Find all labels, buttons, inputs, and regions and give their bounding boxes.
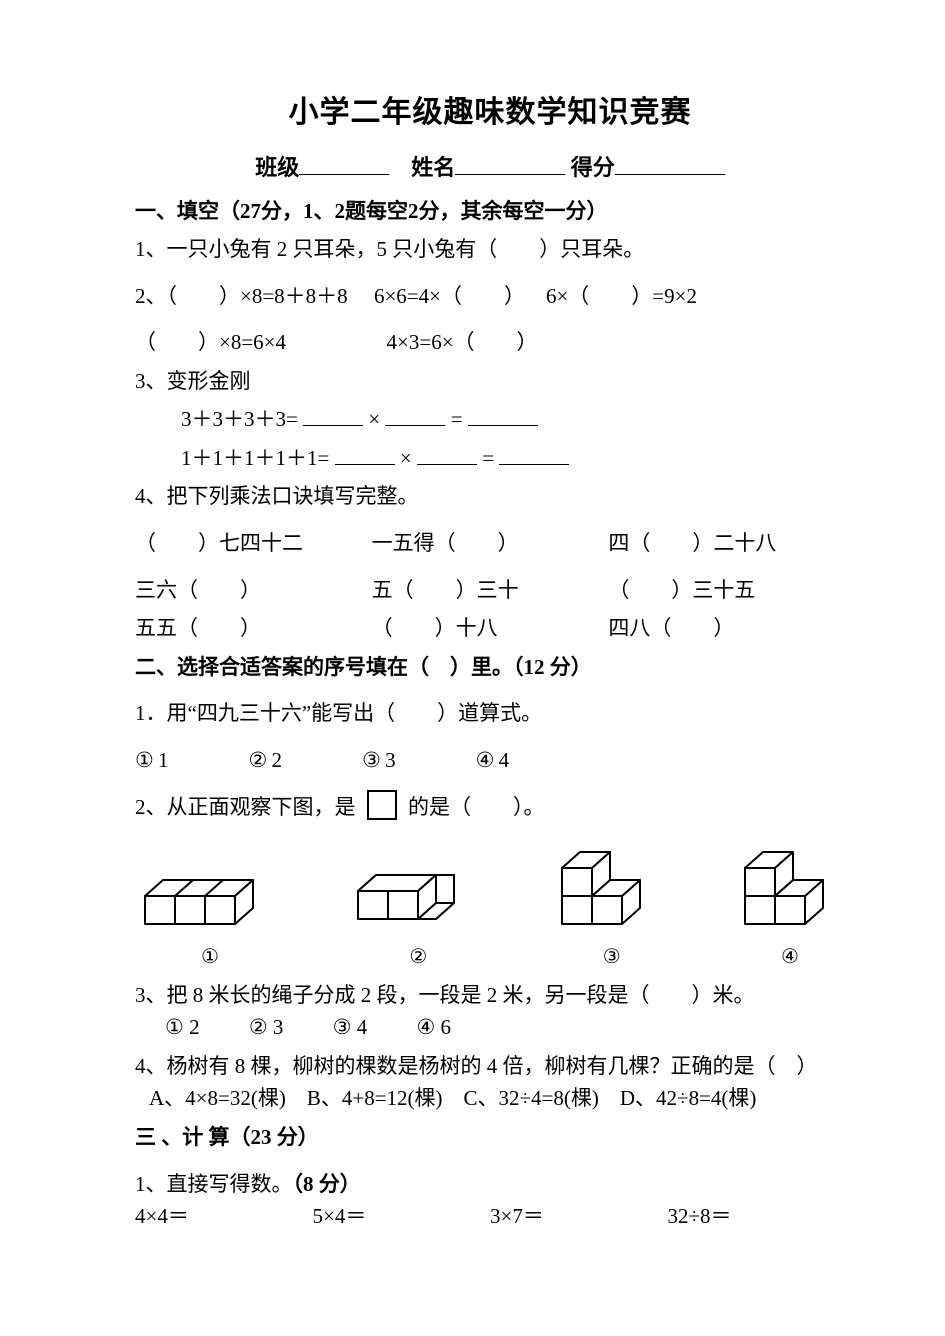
s3-q1h-text: 1、直接写得数。 xyxy=(135,1172,293,1196)
section-1-heading: 一、填空（27分，1、2题每空2分，其余每空一分） xyxy=(135,195,845,228)
blank[interactable] xyxy=(468,404,538,426)
opt-1[interactable]: ① 1 xyxy=(135,744,169,777)
opt-2[interactable]: ② 3 xyxy=(249,1015,284,1039)
opt-2[interactable]: ② 2 xyxy=(249,744,283,777)
s1-q4-heading: 4、把下列乘法口诀填写完整。 xyxy=(135,480,845,513)
s3-calc-row: 4×4＝ 5×4＝ 3×7＝ 32÷8＝ xyxy=(135,1200,845,1233)
cubes-3-icon xyxy=(552,846,672,936)
s1-q4r2c: （ ）三十五 xyxy=(608,574,845,607)
s1-q4r1c: 四（ ）二十八 xyxy=(608,527,845,560)
calc-2: 5×4＝ xyxy=(313,1200,491,1233)
calc-3: 3×7＝ xyxy=(490,1200,668,1233)
label-name: 姓名 xyxy=(411,155,455,180)
eq-sign: = xyxy=(482,446,494,470)
opt-3[interactable]: ③ 4 xyxy=(333,1015,368,1039)
blank[interactable] xyxy=(417,443,477,465)
s3-q1-heading: 1、直接写得数。（8 分） xyxy=(135,1168,845,1201)
s1-q2d: （ ）×8=6×4 xyxy=(135,330,286,354)
s1-q2e: 4×3=6×（ ） xyxy=(387,330,538,354)
cube-option-3[interactable]: ③ xyxy=(552,846,672,973)
cube-option-2[interactable]: ② xyxy=(348,861,488,973)
eq-sign: = xyxy=(451,407,463,431)
cubes-row: ① ② xyxy=(135,836,845,973)
s1-q4r3c: 四八（ ） xyxy=(608,612,845,645)
label-score: 得分 xyxy=(571,155,615,180)
cube-label-3: ③ xyxy=(603,946,621,968)
blank[interactable] xyxy=(385,404,445,426)
square-icon xyxy=(367,790,397,820)
s2-q3-options: ① 2 ② 3 ③ 4 ④ 6 xyxy=(135,1011,845,1044)
s1-q2-row1: 2、（ ）×8=8＋8＋8 6×6=4×（ ） 6×（ ）=9×2 xyxy=(135,280,845,313)
cube-label-1: ① xyxy=(201,946,219,968)
s3-q1h-pts: （8 分） xyxy=(293,1172,361,1196)
mult-sign: × xyxy=(400,446,412,470)
s1-q4r3b: （ ）十八 xyxy=(372,612,609,645)
blank-name[interactable] xyxy=(455,152,565,175)
cube-label-4: ④ xyxy=(781,946,799,968)
s1-q4r2b: 五（ ）三十 xyxy=(372,574,609,607)
s2-q2b: 的是（ ）。 xyxy=(408,795,545,819)
s1-q2-row2: （ ）×8=6×4 4×3=6×（ ） xyxy=(135,326,845,359)
worksheet-page: 小学二年级趣味数学知识竞赛 班级 姓名 得分 一、填空（27分，1、2题每空2分… xyxy=(0,0,945,1336)
cube-option-4[interactable]: ④ xyxy=(735,836,845,973)
calc-4: 32÷8＝ xyxy=(668,1200,846,1233)
s2-q4b: A、4×8=32(棵) B、4+8=12(棵) C、32÷4=8(棵) D、42… xyxy=(135,1082,845,1115)
s1-q3b: 1＋1＋1＋1＋1= × = xyxy=(135,442,845,475)
s1-q3a-left: 3＋3＋3＋3= xyxy=(181,407,298,431)
blank-class[interactable] xyxy=(299,152,389,175)
s1-q4-row3: 五五（ ） （ ）十八 四八（ ） xyxy=(135,612,845,645)
label-class: 班级 xyxy=(255,155,299,180)
header-line: 班级 姓名 得分 xyxy=(135,151,845,185)
opt-1[interactable]: ① 2 xyxy=(165,1015,200,1039)
s1-q4r2a: 三六（ ） xyxy=(135,574,372,607)
s2-q3: 3、把 8 米长的绳子分成 2 段，一段是 2 米，另一段是（ ）米。 xyxy=(135,979,845,1012)
blank-score[interactable] xyxy=(615,152,725,175)
s1-q4-row1: （ ）七四十二 一五得（ ） 四（ ）二十八 xyxy=(135,527,845,560)
page-title: 小学二年级趣味数学知识竞赛 xyxy=(135,90,845,137)
s2-q1: 1．用“四九三十六”能写出（ ）道算式。 xyxy=(135,697,845,730)
calc-1: 4×4＝ xyxy=(135,1200,313,1233)
blank[interactable] xyxy=(499,443,569,465)
s1-q4r3a: 五五（ ） xyxy=(135,612,372,645)
cubes-4-icon xyxy=(735,836,845,936)
s1-q4-row2: 三六（ ） 五（ ）三十 （ ）三十五 xyxy=(135,574,845,607)
cube-option-1[interactable]: ① xyxy=(135,866,285,973)
blank[interactable] xyxy=(335,443,395,465)
s1-q2a: 2、（ ）×8=8＋8＋8 xyxy=(135,284,348,308)
s1-q2b: 6×6=4×（ ） xyxy=(374,284,525,308)
s1-q4r1b: 一五得（ ） xyxy=(372,527,609,560)
s2-q2: 2、从正面观察下图，是 的是（ ）。 xyxy=(135,790,845,824)
blank[interactable] xyxy=(303,404,363,426)
s1-q3a: 3＋3＋3＋3= × = xyxy=(135,403,845,436)
s1-q3b-left: 1＋1＋1＋1＋1= xyxy=(181,446,329,470)
s2-q4a: 4、杨树有 8 棵，柳树的棵数是杨树的 4 倍，柳树有几棵？正确的是（ ） xyxy=(135,1050,845,1083)
mult-sign: × xyxy=(368,407,380,431)
section-3-heading: 三 、计 算（23 分） xyxy=(135,1121,845,1154)
cubes-2-icon xyxy=(348,861,488,936)
opt-3[interactable]: ③ 3 xyxy=(362,744,396,777)
opt-4[interactable]: ④ 4 xyxy=(476,744,510,777)
s1-q4r1a: （ ）七四十二 xyxy=(135,527,372,560)
s1-q3-heading: 3、变形金刚 xyxy=(135,365,845,398)
s1-q2c: 6×（ ）=9×2 xyxy=(546,284,697,308)
cubes-1-icon xyxy=(135,866,285,936)
cube-label-2: ② xyxy=(409,946,427,968)
opt-4[interactable]: ④ 6 xyxy=(416,1015,451,1039)
s2-q1-options: ① 1 ② 2 ③ 3 ④ 4 xyxy=(135,744,845,777)
s2-q2a: 2、从正面观察下图，是 xyxy=(135,795,356,819)
s1-q1: 1、一只小兔有 2 只耳朵，5 只小兔有（ ）只耳朵。 xyxy=(135,233,845,266)
section-2-heading: 二、选择合适答案的序号填在（ ）里。（12 分） xyxy=(135,651,845,684)
